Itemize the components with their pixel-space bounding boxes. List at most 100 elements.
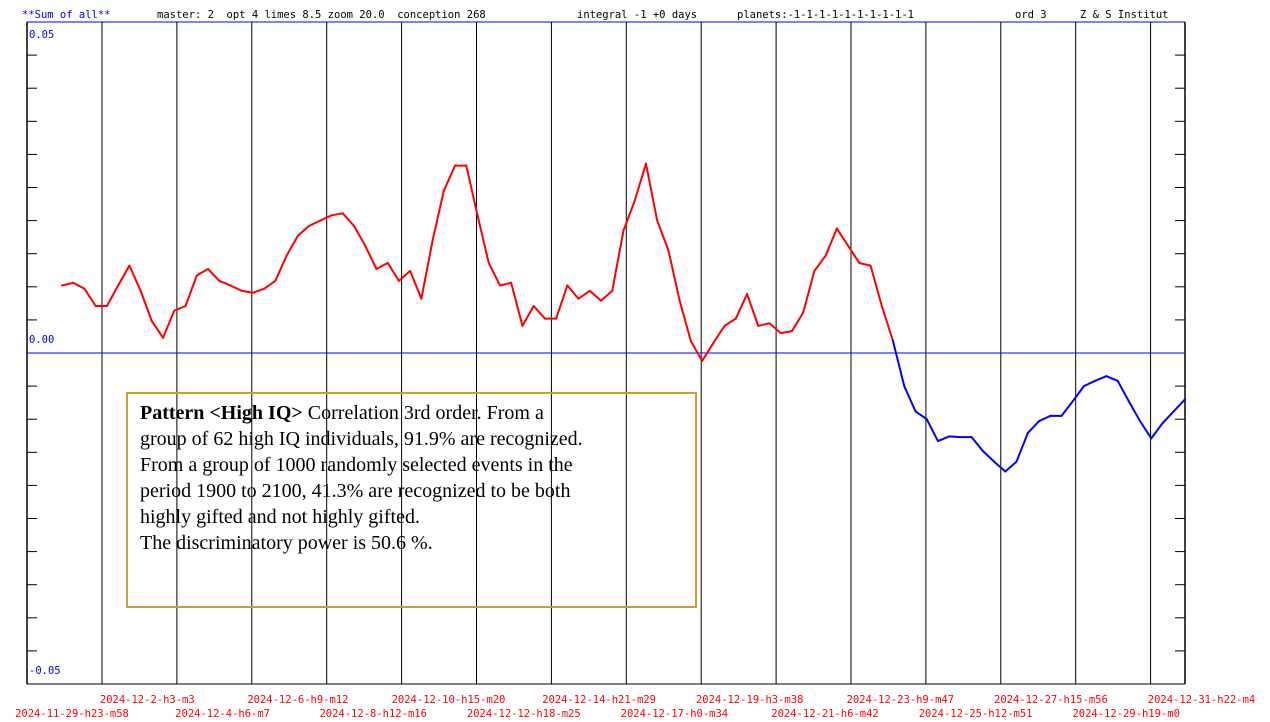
line-segment (993, 460, 1007, 473)
line-segment (150, 320, 165, 339)
line-segment (701, 342, 715, 362)
line-segment (263, 279, 277, 290)
line-segment (1150, 422, 1164, 440)
x-tick-label: 2024-12-10-h15-m20 (392, 694, 506, 706)
line-segment (566, 284, 580, 300)
line-segment (914, 410, 928, 421)
line-segment (656, 219, 670, 252)
line-segment (970, 436, 984, 452)
line-segment (936, 435, 951, 443)
annotation-line: From a group of 1000 randomly selected e… (140, 454, 573, 476)
line-segment (218, 279, 232, 287)
line-segment (274, 254, 288, 282)
x-tick-label: 2024-12-17-h0-m34 (621, 708, 728, 720)
header-text: ord 3 (1015, 9, 1047, 21)
line-segment (622, 199, 636, 232)
line-segment (465, 164, 479, 217)
line-segment (330, 212, 344, 217)
line-segment (397, 269, 412, 282)
line-segment (678, 299, 692, 343)
line-segment (1161, 410, 1175, 425)
line-segment (1082, 379, 1097, 388)
line-segment (746, 293, 760, 327)
line-segment (802, 269, 816, 314)
x-tick-label: 2024-12-6-h9-m12 (247, 694, 348, 706)
line-segment (948, 435, 962, 439)
x-tick-label: 2024-12-23-h9-m47 (847, 694, 954, 706)
annotation-line: highly gifted and not highly gifted. (140, 506, 420, 528)
line-segment (588, 289, 603, 302)
line-segment (442, 164, 457, 192)
line-segment (903, 385, 917, 413)
line-segment (723, 317, 737, 327)
line-segment (61, 281, 75, 287)
line-segment (1172, 398, 1186, 413)
x-tick-label: 2024-12-2-h3-m3 (100, 694, 195, 706)
annotation-line: period 1900 to 2100, 41.3% are recognize… (140, 480, 571, 502)
line-segment (611, 229, 625, 292)
line-segment (83, 287, 97, 307)
line-segment (1071, 385, 1085, 403)
x-tick-label: 2024-12-8-h12-m16 (319, 708, 426, 720)
x-tick-label: 2024-12-27-h15-m56 (994, 694, 1108, 706)
annotation-line: group of 62 high IQ individuals, 91.9% a… (140, 428, 583, 450)
line-segment (1015, 432, 1029, 463)
line-segment (1094, 375, 1108, 382)
line-segment (308, 219, 322, 227)
line-segment (296, 224, 311, 237)
line-segment (689, 340, 704, 362)
header-text: **Sum of all** (22, 9, 111, 21)
line-segment (869, 264, 883, 307)
line-segment (835, 227, 850, 247)
line-segment (173, 304, 187, 312)
line-segment (386, 261, 400, 282)
line-segment (352, 224, 367, 247)
x-tick-label: 2024-12-31-h22-m4 (1148, 694, 1255, 706)
annotation-title: Pattern <High IQ> (140, 402, 303, 424)
line-segment (633, 162, 647, 202)
line-segment (768, 322, 782, 335)
x-tick-label: 2024-12-21-h6-m42 (771, 708, 878, 720)
line-segment (184, 274, 198, 307)
line-segment (577, 289, 591, 300)
line-segment (240, 289, 254, 294)
line-segment (487, 261, 501, 287)
line-segment (644, 162, 659, 222)
line-segment (1060, 400, 1074, 417)
line-segment (734, 293, 749, 320)
line-segment (824, 227, 838, 257)
y-tick-label: -0.05 (29, 665, 61, 677)
line-segment (319, 214, 333, 222)
line-segment (285, 234, 299, 257)
line-segment (476, 214, 490, 264)
line-segment (712, 324, 726, 345)
x-tick-label: 2024-11-29-h23-m58 (15, 708, 129, 720)
line-segment (600, 289, 614, 302)
line-segment (162, 309, 176, 339)
line-segment (72, 281, 86, 290)
header-text: planets:-1-1-1-1-1-1-1-1-1-1 (737, 9, 914, 21)
x-tick-label: 2024-12-4-h6-m7 (175, 708, 270, 720)
line-segment (1038, 414, 1052, 423)
line-segment (847, 244, 861, 264)
x-tick-label: 2024-12-25-h12-m51 (919, 708, 1033, 720)
line-segment (431, 189, 445, 242)
line-segment (757, 322, 771, 327)
line-segment (1004, 460, 1018, 473)
annotation-text: Correlation 3rd order. From a (302, 402, 544, 424)
y-tick-label: 0.05 (29, 29, 54, 41)
line-segment (117, 264, 131, 287)
line-segment (1127, 400, 1142, 423)
line-segment (128, 264, 142, 292)
line-segment (858, 261, 872, 267)
line-segment (892, 340, 906, 388)
line-segment (510, 281, 524, 327)
line-segment (555, 284, 569, 320)
line-segment (1026, 420, 1041, 435)
annotation-line: The discriminatory power is 50.6 %. (140, 532, 433, 554)
line-segment (880, 304, 895, 343)
line-segment (139, 289, 153, 323)
header-text: master: 2 opt 4 limes 8.5 zoom 20.0 conc… (157, 9, 486, 21)
header-text: integral -1 +0 days (577, 9, 697, 21)
